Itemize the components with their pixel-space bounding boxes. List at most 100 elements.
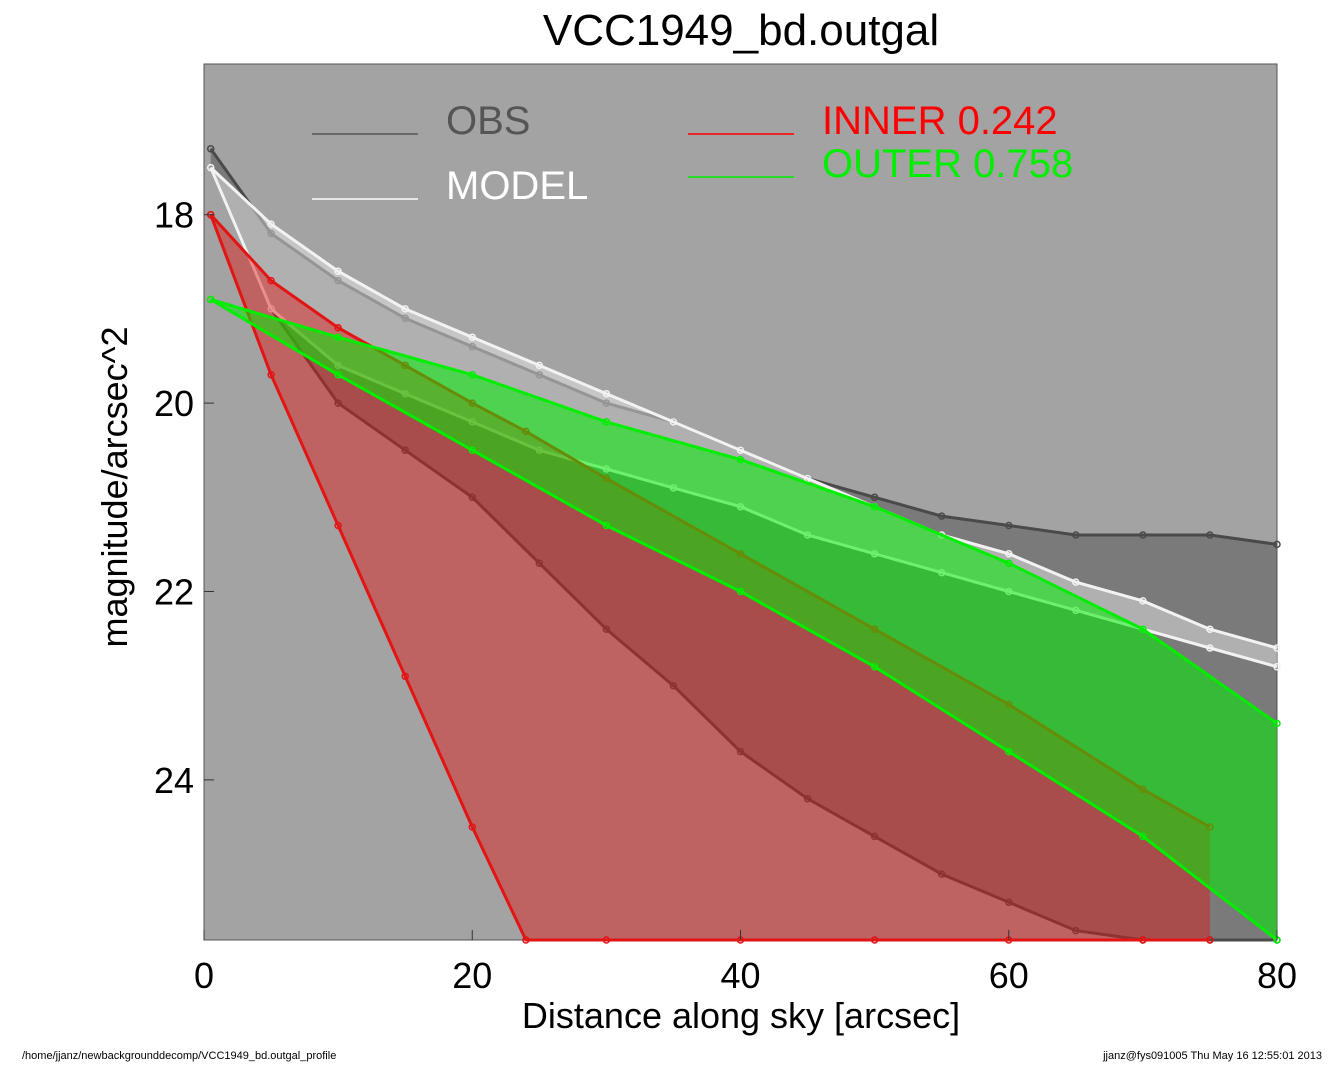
series-0-point-upper (468, 342, 477, 351)
series-2-lower-edge (209, 214, 1210, 942)
series-3-band (210, 299, 1278, 940)
x-axis-ticks: 0 20 40 60 80 (194, 930, 1297, 996)
series-1-point-upper (1139, 597, 1147, 605)
series-0-point-lower (669, 681, 678, 690)
series-2-point-lower (1139, 936, 1147, 944)
footer-stamp: jjanz@fys091005 Thu May 16 12:55:01 2013 (1103, 1050, 1322, 1062)
x-tick-label: 40 (720, 955, 760, 996)
series-3-point-upper (736, 455, 745, 464)
series-1-point-upper (334, 267, 342, 275)
series-1-point-upper (803, 474, 812, 483)
series-1-point-upper (736, 446, 745, 454)
series-0-point-lower (1072, 926, 1080, 935)
series-3-upper-edge (210, 298, 1278, 725)
series-2-point-lower (522, 936, 530, 944)
series-3-point-lower (334, 371, 342, 379)
series-3-point-upper (334, 333, 342, 341)
series-0-point-lower (535, 559, 544, 567)
series-3-point-upper (1005, 559, 1013, 567)
data-marks (206, 145, 1281, 944)
legend-label-2: INNER 0.242 (822, 99, 1058, 143)
series-1-point-upper (535, 361, 544, 370)
y-tick-label: 18 (154, 195, 194, 236)
series-0-point-upper (1072, 531, 1080, 539)
series-3-point-upper (602, 418, 611, 426)
series-3-point-upper (1273, 719, 1281, 728)
chart: VCC1949_bd.outgal OBS MODEL INNER 0.242OUT… (94, 6, 1297, 1036)
series-0-point-upper (334, 276, 342, 285)
series-0-point-lower (334, 399, 342, 407)
series-3 (206, 295, 1281, 944)
series-3-point-upper (1139, 625, 1147, 633)
series-1-point-upper (1072, 578, 1080, 586)
series-0-point-lower (937, 870, 946, 878)
series-1-point-upper (602, 389, 611, 398)
series-3-point-upper (468, 371, 477, 379)
series-2-point-lower (468, 823, 477, 831)
series-2-point-upper (267, 276, 275, 285)
series-0-point-upper (206, 145, 215, 153)
series-0-point-upper (1273, 540, 1281, 549)
series-1-upper-edge (209, 166, 1278, 650)
series-0-point-upper (1206, 531, 1214, 539)
series-0-point-lower (803, 794, 812, 803)
series-2-point-lower (602, 936, 611, 944)
series-3-point-lower (736, 587, 745, 596)
series-3-point-lower (602, 521, 611, 530)
series-3-point-lower (1005, 747, 1013, 756)
series-0-point-lower (401, 446, 409, 454)
series-2-point-lower (870, 936, 879, 944)
series-1-point-upper (1005, 550, 1013, 558)
series-2-point-upper (334, 323, 342, 332)
series-3-point-upper (870, 502, 879, 511)
series-3-point-lower (870, 663, 879, 671)
series-0-point-upper (267, 229, 275, 238)
series-1-point-lower (267, 305, 275, 313)
y-axis-ticks: 18 20 22 24 (154, 195, 214, 801)
series-1-point-upper (1273, 644, 1281, 652)
series-1-point-lower (1206, 644, 1214, 652)
chart-title: VCC1949_bd.outgal (543, 6, 939, 55)
series-1-point-upper (468, 333, 477, 341)
series-1-point-lower (1273, 663, 1281, 671)
series-0-point-upper (602, 399, 611, 407)
series-0-point-lower (736, 747, 745, 756)
series-0-point-upper (870, 493, 879, 502)
x-tick-label: 0 (194, 955, 214, 996)
series-2-point-lower (1206, 936, 1214, 944)
y-tick-label: 24 (154, 760, 194, 801)
x-tick-label: 20 (452, 955, 492, 996)
series-0-point-upper (1005, 521, 1013, 530)
series-1-band (210, 167, 1278, 667)
y-tick-label: 22 (154, 571, 194, 612)
series-3-point-lower (1139, 832, 1147, 841)
series-2-point-lower (267, 371, 275, 379)
series-0-point-upper (401, 314, 409, 323)
series-2-point-lower (334, 521, 342, 530)
x-tick-label: 60 (989, 955, 1029, 996)
y-axis-label: magnitude/arcsec^2 (94, 326, 135, 647)
series-1-point-lower (206, 163, 215, 172)
x-tick-label: 80 (1257, 955, 1297, 996)
series-0-point-lower (468, 493, 477, 502)
series-1-point-upper (401, 305, 409, 313)
series-0-point-lower (1005, 898, 1013, 907)
series-0-point-lower (602, 625, 611, 633)
series-1-point-upper (669, 418, 678, 426)
series-0-point-upper (535, 371, 544, 379)
series-0-point-upper (1139, 531, 1147, 539)
series-3-lower-edge (209, 298, 1278, 942)
legend-label-0: OBS (446, 99, 530, 143)
series-0-point-lower (870, 832, 879, 841)
series-2-point-lower (401, 672, 409, 681)
legend-label-1: MODEL (446, 164, 588, 208)
series-3-point-lower (206, 295, 215, 304)
series-3-point-lower (468, 446, 477, 454)
footer-path: /home/jjanz/newbackgrounddecomp/VCC1949_… (22, 1050, 337, 1062)
series-1-point-upper (1206, 625, 1214, 633)
series-1-point-upper (267, 220, 275, 228)
series-0-point-upper (937, 512, 946, 520)
x-axis-label: Distance along sky [arcsec] (522, 995, 960, 1036)
y-tick-label: 20 (154, 383, 194, 424)
